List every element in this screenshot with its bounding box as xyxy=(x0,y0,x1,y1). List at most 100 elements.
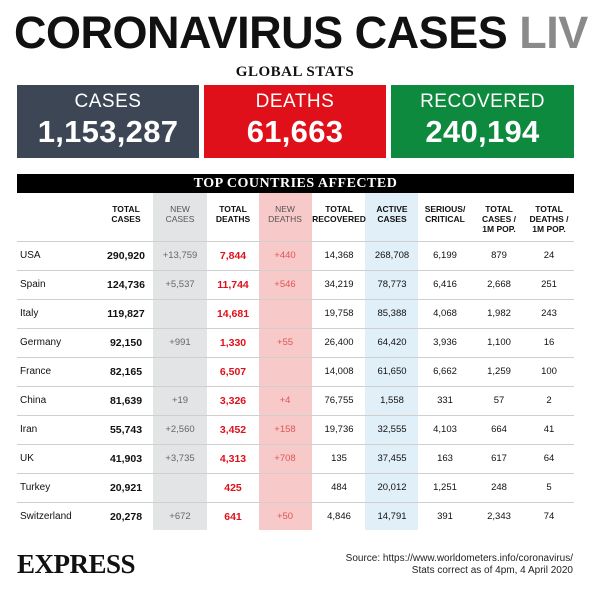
cell-new-deaths: +546 xyxy=(274,279,296,290)
cell-new-deaths: +55 xyxy=(276,337,294,348)
cell-active-cases: 85,388 xyxy=(377,308,407,319)
country-name: Italy xyxy=(20,308,39,319)
cell-serious-critical: 1,251 xyxy=(433,482,457,493)
cell-new-deaths xyxy=(259,358,312,386)
cell-deaths-per-1m: 74 xyxy=(543,511,555,522)
cell-serious-critical: 4,103 xyxy=(433,424,457,435)
header-total-cases: TOTAL CASES xyxy=(111,204,141,224)
cell-deaths-per-1m: 41 xyxy=(543,424,555,435)
cell-active-cases: 32,555 xyxy=(377,424,407,435)
cell-serious-critical: 331 xyxy=(437,395,453,406)
cell-active-cases: 78,773 xyxy=(377,279,407,290)
recovered-label: RECOVERED xyxy=(420,91,545,112)
table-row: Italy 119,827 14,681 19,758 85,388 4,068 1,982… xyxy=(17,299,574,328)
header-total-recovered: TOTAL RECOVERED xyxy=(312,204,366,224)
cell-total-recovered: 19,758 xyxy=(324,308,354,319)
header-serious-critical: SERIOUS/ CRITICAL xyxy=(424,204,466,224)
cell-new-cases: +13,759 xyxy=(162,250,198,261)
cell-total-cases: 124,736 xyxy=(107,279,145,291)
cell-total-deaths: 3,452 xyxy=(219,424,247,436)
cell-new-deaths: +440 xyxy=(274,250,296,261)
cell-cases-per-1m: 617 xyxy=(491,453,507,464)
cell-active-cases: 37,455 xyxy=(377,453,407,464)
cell-new-deaths: +158 xyxy=(274,424,296,435)
cell-deaths-per-1m: 251 xyxy=(541,279,557,290)
cases-label: CASES xyxy=(74,91,142,112)
cell-serious-critical: 391 xyxy=(437,511,453,522)
cell-total-deaths: 641 xyxy=(224,511,242,523)
cell-total-deaths: 14,681 xyxy=(216,308,250,320)
header-new-cases: NEW CASES xyxy=(165,204,195,224)
deaths-stat-box: DEATHS 61,663 xyxy=(204,85,386,158)
country-name: Iran xyxy=(20,424,38,435)
table-row: Switzerland 20,278 +672 641 +50 4,846 14,791 39… xyxy=(17,502,574,531)
header-cases-per-1m: TOTAL CASES / 1M POP. xyxy=(481,204,516,234)
cell-total-cases: 290,920 xyxy=(107,250,145,262)
recovered-stat-box: RECOVERED 240,194 xyxy=(391,85,574,158)
header-new-deaths: NEW DEATHS xyxy=(268,204,302,224)
deaths-label: DEATHS xyxy=(255,91,335,112)
cell-total-cases: 82,165 xyxy=(109,366,143,378)
cell-deaths-per-1m: 24 xyxy=(543,250,555,261)
cell-new-cases: +19 xyxy=(171,395,189,406)
cell-new-cases xyxy=(153,358,207,386)
cell-cases-per-1m: 2,343 xyxy=(487,511,511,522)
table-row: USA 290,920 +13,759 7,844 +440 14,368 268,708 6… xyxy=(17,241,574,270)
country-name: Germany xyxy=(20,337,62,348)
cell-new-cases xyxy=(153,300,207,328)
cell-total-recovered: 135 xyxy=(331,453,347,464)
cell-new-deaths: +4 xyxy=(279,395,291,406)
cell-deaths-per-1m: 64 xyxy=(543,453,555,464)
cell-new-cases: +5,537 xyxy=(165,279,195,290)
cell-new-deaths: +50 xyxy=(276,511,294,522)
header-total-deaths: TOTAL DEATHS xyxy=(215,204,251,224)
cell-total-deaths: 1,330 xyxy=(219,337,247,349)
table-row: China 81,639 +19 3,326 +4 76,755 1,558 331 57 2 xyxy=(17,386,574,415)
table-row: Turkey 20,921 425 484 20,012 1,251 248 5 xyxy=(17,473,574,502)
cell-cases-per-1m: 879 xyxy=(491,250,507,261)
title-live: LIVE xyxy=(519,7,590,58)
table-row: UK 41,903 +3,735 4,313 +708 135 37,455 163 617 64 xyxy=(17,444,574,473)
cell-total-cases: 55,743 xyxy=(109,424,143,436)
cell-total-deaths: 7,844 xyxy=(219,250,247,262)
deaths-value: 61,663 xyxy=(246,114,344,149)
cell-active-cases: 61,650 xyxy=(377,366,407,377)
cases-value: 1,153,287 xyxy=(37,114,179,149)
cell-active-cases: 1,558 xyxy=(380,395,404,406)
cell-total-deaths: 4,313 xyxy=(219,453,247,465)
cell-deaths-per-1m: 16 xyxy=(543,337,555,348)
cell-serious-critical: 6,662 xyxy=(433,366,457,377)
country-name: Switzerland xyxy=(20,511,72,522)
cell-deaths-per-1m: 100 xyxy=(541,366,557,377)
stats-note: Stats correct as of 4pm, 4 April 2020 xyxy=(411,565,573,576)
cell-cases-per-1m: 1,100 xyxy=(487,337,511,348)
country-name: France xyxy=(20,366,52,377)
cell-active-cases: 14,791 xyxy=(377,511,407,522)
cell-new-cases: +3,735 xyxy=(165,453,195,464)
express-logo: EXPRESS xyxy=(17,549,136,579)
cell-total-cases: 20,278 xyxy=(109,511,143,523)
cell-total-cases: 20,921 xyxy=(109,482,143,494)
cell-serious-critical: 6,199 xyxy=(433,250,457,261)
cell-cases-per-1m: 2,668 xyxy=(487,279,511,290)
cell-new-cases: +2,560 xyxy=(165,424,195,435)
cell-total-recovered: 76,755 xyxy=(324,395,354,406)
cell-total-deaths: 3,326 xyxy=(219,395,247,407)
cell-total-recovered: 14,368 xyxy=(324,250,354,261)
country-name: Spain xyxy=(20,279,46,290)
country-name: USA xyxy=(20,250,41,261)
header-deaths-per-1m: TOTAL DEATHS / 1M POP. xyxy=(529,204,569,234)
cell-total-recovered: 4,846 xyxy=(327,511,351,522)
table-row: France 82,165 6,507 14,008 61,650 6,662 1,259 1… xyxy=(17,357,574,386)
cell-cases-per-1m: 664 xyxy=(491,424,507,435)
source-text: Source: https://www.worldometers.info/co… xyxy=(345,553,573,564)
cell-total-cases: 119,827 xyxy=(107,308,145,320)
cell-total-recovered: 484 xyxy=(331,482,347,493)
header-active-cases: ACTIVE CASES xyxy=(376,204,408,224)
cell-total-recovered: 26,400 xyxy=(324,337,354,348)
cell-active-cases: 64,420 xyxy=(377,337,407,348)
page-title: CORONAVIRUS CASES LIVE xyxy=(14,10,590,56)
country-name: UK xyxy=(20,453,34,464)
cell-new-cases xyxy=(153,474,207,502)
cell-active-cases: 20,012 xyxy=(377,482,407,493)
